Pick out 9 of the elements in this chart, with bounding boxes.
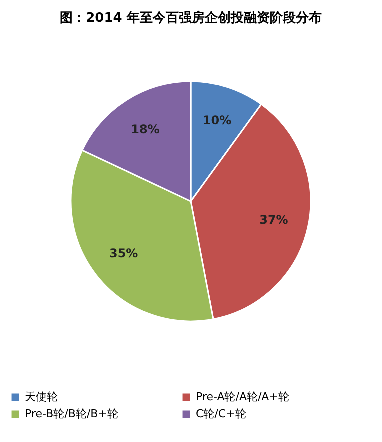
data-label: 10% — [202, 114, 232, 128]
data-label: 18% — [131, 122, 160, 137]
legend-label: Pre-A轮/A轮/A+轮 — [196, 390, 290, 404]
legend-label: C轮/C+轮 — [196, 408, 246, 420]
data-label: 35% — [109, 246, 138, 261]
data-label: 37% — [260, 213, 288, 228]
chart-title: 图：2014 年至今百强房企创投融资阶段分布 — [60, 10, 322, 26]
legend-label: Pre-B轮/B轮/B+轮 — [25, 408, 118, 420]
legend-label: 天使轮 — [25, 390, 58, 404]
